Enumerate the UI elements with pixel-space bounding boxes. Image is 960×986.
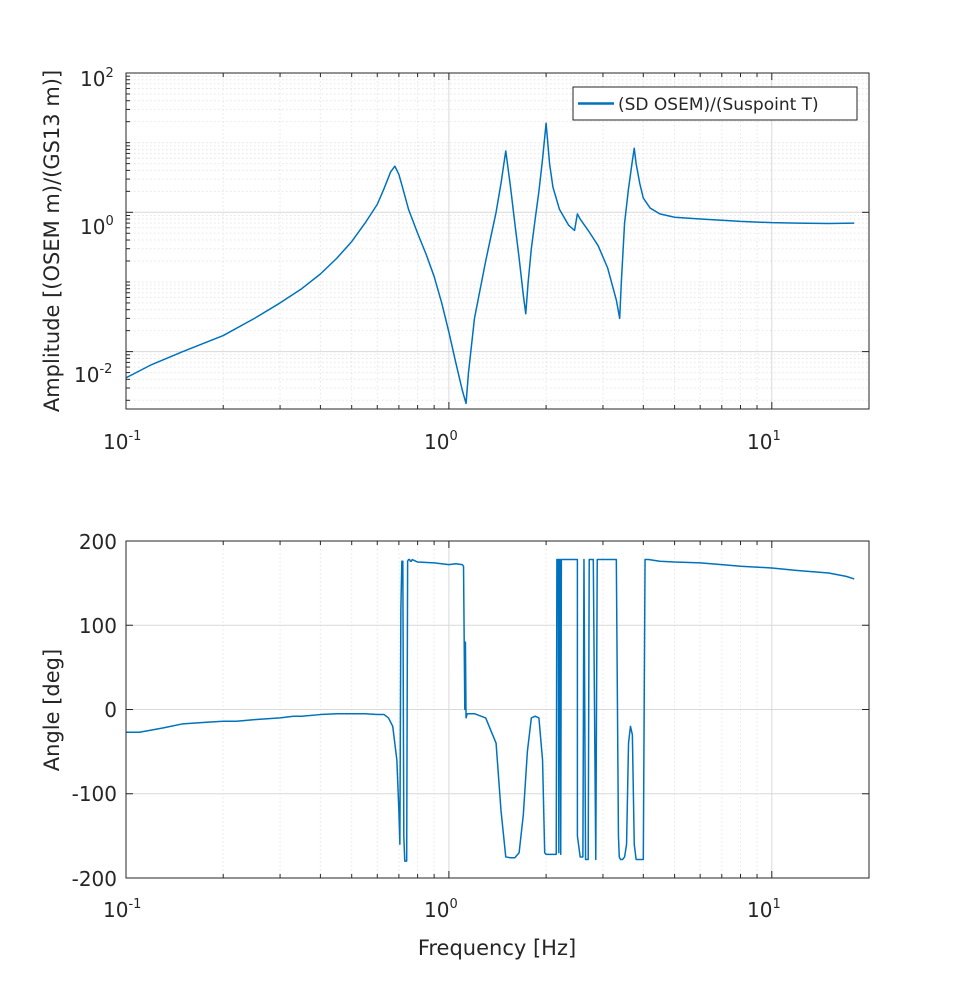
amplitude-xtick-label: 10-1 xyxy=(103,429,141,454)
amplitude-ytick-label: 100 xyxy=(80,214,114,239)
phase-series-line xyxy=(126,558,855,862)
amplitude-ytick-label: 10-2 xyxy=(74,362,112,387)
amplitude-ytick-label: 102 xyxy=(80,66,114,91)
phase-xtick-label: 101 xyxy=(747,897,781,922)
amplitude-tick-marks xyxy=(125,72,870,409)
phase-panel: 200 100 0 -100 -200 10-1 100 101 Angle [… xyxy=(40,530,870,960)
amplitude-xtick-label: 101 xyxy=(747,429,781,454)
phase-y-axis-label: Angle [deg] xyxy=(40,649,64,771)
phase-ytick-label: 100 xyxy=(79,614,117,638)
phase-series-group xyxy=(126,558,855,862)
phase-xtick-label: 10-1 xyxy=(103,897,141,922)
amplitude-series-line xyxy=(125,122,855,405)
legend: (SD OSEM)/(Suspoint T) xyxy=(572,86,858,121)
phase-ytick-label: 200 xyxy=(79,530,117,554)
amplitude-series-group xyxy=(125,122,855,405)
amplitude-y-axis-label: Amplitude [(OSEM m)/(GS13 m)] xyxy=(40,70,64,412)
phase-ytick-label: -200 xyxy=(72,867,117,891)
legend-box xyxy=(572,86,858,121)
phase-xtick-label: 100 xyxy=(424,897,458,922)
amplitude-panel: 102 100 10-2 10-1 100 101 Amplitude [(OS… xyxy=(40,66,870,454)
x-axis-label: Frequency [Hz] xyxy=(418,936,576,960)
phase-ytick-label: 0 xyxy=(104,698,117,722)
amplitude-plot-frame xyxy=(125,72,870,410)
phase-ytick-label: -100 xyxy=(72,782,117,806)
amplitude-plot-area xyxy=(126,73,869,409)
phase-tick-marks xyxy=(125,540,870,879)
legend-entry-label: (SD OSEM)/(Suspoint T) xyxy=(618,95,819,115)
amplitude-xtick-label: 100 xyxy=(424,429,458,454)
